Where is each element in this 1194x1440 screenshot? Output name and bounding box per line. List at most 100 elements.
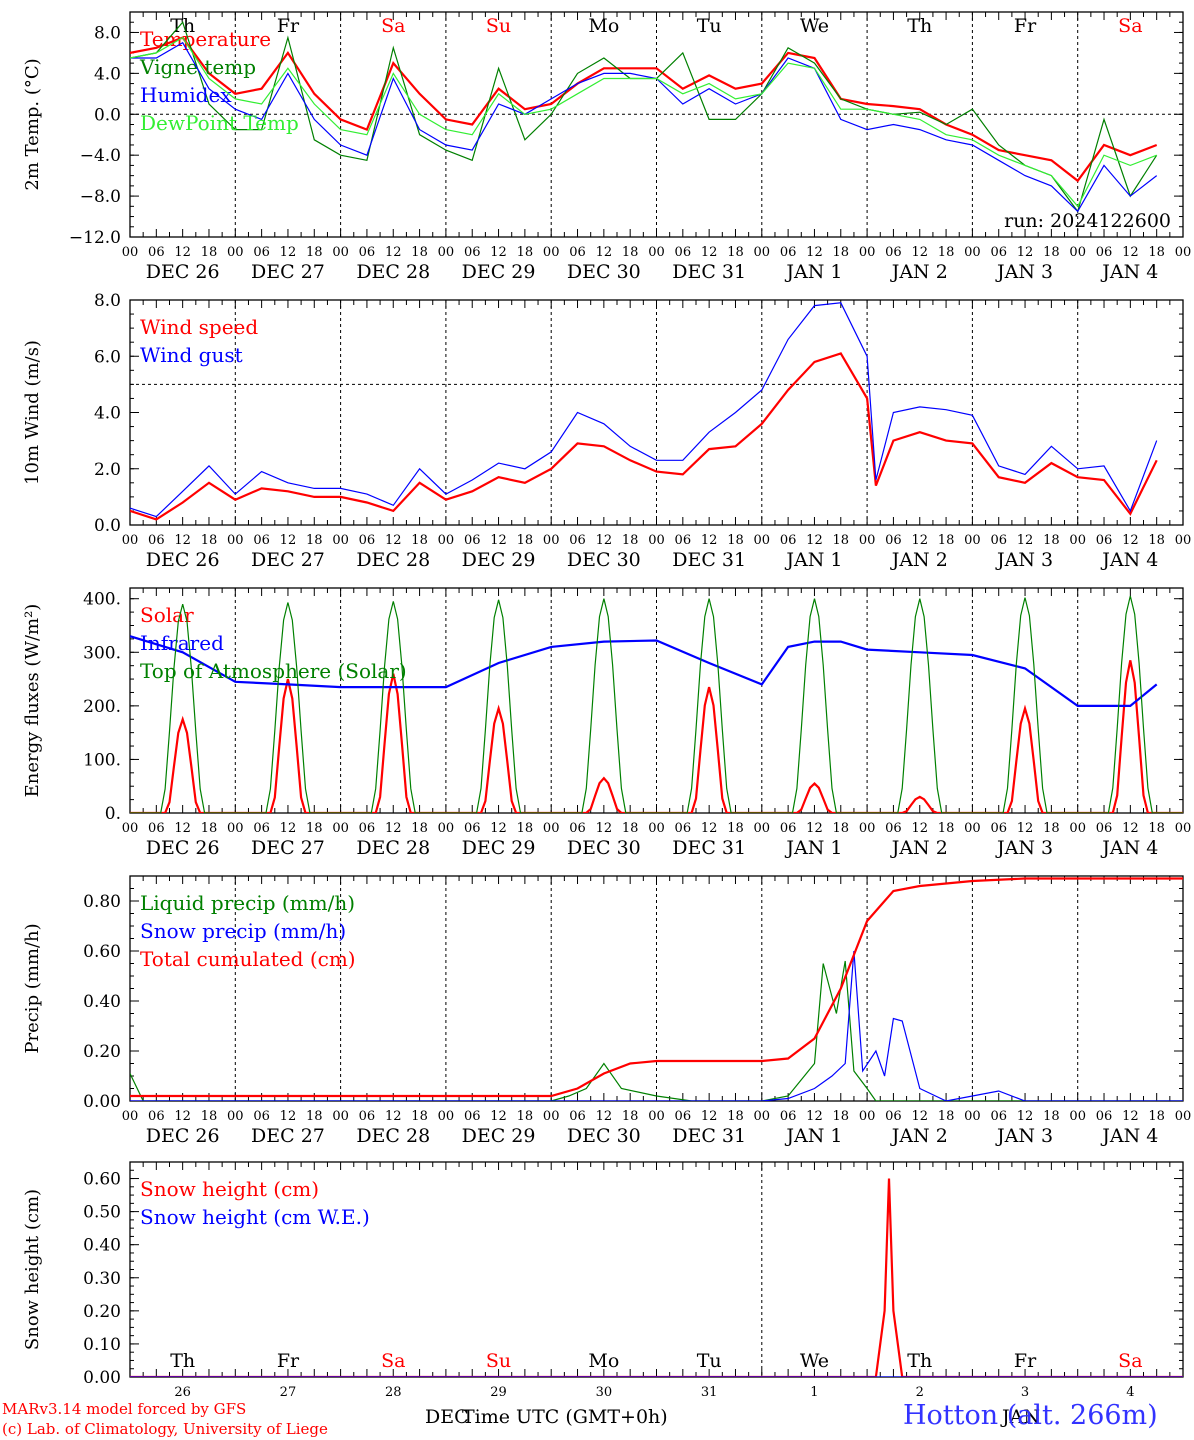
legend-entry: Snow height (cm W.E.) [140, 1205, 370, 1229]
y-tick-label: 0.40 [83, 992, 121, 1012]
x-date-label: DEC 29 [462, 1125, 536, 1147]
weekday-label: Fr [1014, 15, 1037, 37]
weekday-label: Sa [381, 15, 405, 37]
x-hour-label: 06 [569, 821, 586, 836]
x-hour-label: 18 [833, 821, 850, 836]
x-hour-label: 06 [885, 821, 902, 836]
x-date-label: DEC 31 [672, 1125, 746, 1147]
x-hour-label: 06 [780, 245, 797, 260]
legend-entry: Top of Atmosphere (Solar) [140, 659, 407, 683]
legend-entry: Snow height (cm) [140, 1177, 319, 1201]
x-date-label: DEC 30 [567, 261, 641, 283]
x-hour-label: 06 [990, 1109, 1007, 1124]
legend-entry: Total cumulated (cm) [140, 947, 356, 971]
x-hour-label: 00 [227, 245, 244, 260]
x-hour-label: 06 [990, 533, 1007, 548]
y-tick-label: 0.80 [83, 892, 121, 912]
x-hour-label: 12 [385, 245, 402, 260]
x-hour-label: 00 [1069, 245, 1086, 260]
x-date-label: DEC 29 [462, 549, 536, 571]
x-hour-label: 00 [1069, 533, 1086, 548]
x-hour-label: 06 [253, 821, 270, 836]
x-hour-label: 12 [1122, 533, 1139, 548]
x-hour-label: 00 [964, 245, 981, 260]
x-hour-label: 00 [438, 821, 455, 836]
x-hour-label: 12 [806, 245, 823, 260]
run-annotation: run: 2024122600 [1004, 210, 1171, 232]
footer-model: MARv3.14 model forced by GFS [2, 1400, 247, 1418]
x-hour-label: 12 [490, 821, 507, 836]
x-hour-label: 06 [885, 533, 902, 548]
y-tick-label: 0. [105, 804, 121, 824]
x-hour-label: 18 [411, 533, 428, 548]
y-tick-label: 300. [83, 643, 121, 663]
x-hour-label: 18 [727, 821, 744, 836]
x-hour-label: 06 [359, 533, 376, 548]
x-hour-label: 00 [859, 1109, 876, 1124]
x-hour-label: 12 [174, 245, 191, 260]
x-hour-label: 06 [148, 1109, 165, 1124]
x-hour-label: 12 [1017, 245, 1034, 260]
x-hour-label: 18 [938, 533, 955, 548]
series-line-dewpoint-temp [130, 36, 1157, 208]
x-hour-label: 18 [201, 821, 218, 836]
weekday-label: Su [486, 1350, 511, 1372]
x-date-label: JAN 2 [890, 837, 948, 859]
x-hour-label: 18 [1148, 821, 1165, 836]
day-number: 29 [490, 1385, 507, 1400]
x-date-label: DEC 27 [251, 549, 325, 571]
legend-entry: Humidex [140, 83, 232, 107]
weekday-label: Fr [1014, 1350, 1037, 1372]
x-date-label: DEC 26 [146, 549, 220, 571]
x-date-label: DEC 30 [567, 837, 641, 859]
weekday-label: Th [907, 1350, 932, 1372]
x-hour-label: 12 [701, 533, 718, 548]
x-hour-label: 12 [174, 533, 191, 548]
series-line-infrared [130, 635, 1158, 708]
x-hour-label: 18 [1043, 533, 1060, 548]
weekday-label: Sa [1118, 1350, 1142, 1372]
day-number: 2 [916, 1385, 924, 1400]
x-hour-label: 06 [569, 245, 586, 260]
x-hour-label: 06 [1096, 821, 1113, 836]
y-axis-label: Precip (mm/h) [22, 923, 43, 1053]
x-hour-label: 00 [438, 1109, 455, 1124]
x-hour-label: 18 [833, 1109, 850, 1124]
x-hour-label: 06 [780, 821, 797, 836]
panel-3: 0. 100. 200. 300. 400. Energy fluxes (W/m²) 00… [22, 587, 1191, 859]
x-hour-label: 18 [411, 1109, 428, 1124]
x-hour-label: 18 [306, 1109, 323, 1124]
y-axis-label: Snow height (cm) [22, 1189, 43, 1350]
x-date-label: DEC 29 [462, 261, 536, 283]
x-hour-label: 00 [543, 1109, 560, 1124]
x-date-label: JAN 2 [890, 261, 948, 283]
x-hour-label: 00 [964, 533, 981, 548]
x-date-label: DEC 28 [356, 549, 430, 571]
plot-frame [129, 587, 1184, 814]
x-hour-label: 00 [227, 1109, 244, 1124]
x-hour-label: 18 [1148, 1109, 1165, 1124]
legend-entry: DewPoint Temp [140, 111, 299, 135]
x-hour-label: 06 [780, 1109, 797, 1124]
day-number: 31 [701, 1385, 718, 1400]
x-hour-label: 00 [754, 533, 771, 548]
y-axis-label: 2m Temp. (°C) [22, 58, 43, 190]
x-hour-label: 00 [543, 821, 560, 836]
x-hour-label: 12 [280, 1109, 297, 1124]
x-hour-label: 18 [306, 821, 323, 836]
x-hour-label: 06 [1096, 533, 1113, 548]
x-hour-label: 00 [332, 533, 349, 548]
x-hour-label: 06 [464, 245, 481, 260]
x-hour-label: 12 [911, 821, 928, 836]
x-hour-label: 18 [622, 1109, 639, 1124]
x-hour-label: 18 [727, 245, 744, 260]
y-tick-label: 6.0 [94, 347, 121, 367]
x-hour-label: 12 [490, 1109, 507, 1124]
weekday-label: Th [907, 15, 932, 37]
x-hour-label: 18 [727, 1109, 744, 1124]
x-hour-label: 00 [438, 533, 455, 548]
x-hour-label: 00 [227, 821, 244, 836]
series-line-humidex [130, 41, 1158, 213]
x-hour-label: 06 [464, 1109, 481, 1124]
x-date-label: DEC 30 [567, 1125, 641, 1147]
